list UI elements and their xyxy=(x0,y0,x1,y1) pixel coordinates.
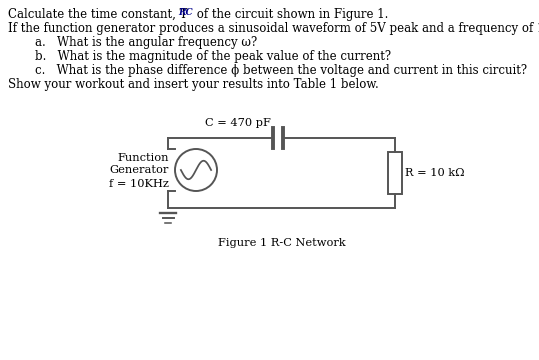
Text: Figure 1 R-C Network: Figure 1 R-C Network xyxy=(218,238,345,248)
Text: f = 10KHz: f = 10KHz xyxy=(109,179,169,189)
Text: C = 470 pF: C = 470 pF xyxy=(205,118,271,128)
Bar xyxy=(388,152,402,194)
Text: of the circuit shown in Figure 1.: of the circuit shown in Figure 1. xyxy=(193,8,389,21)
Text: a.   What is the angular frequency ω?: a. What is the angular frequency ω? xyxy=(35,36,257,49)
Text: Generator: Generator xyxy=(109,165,169,175)
Text: b.   What is the magnitude of the peak value of the current?: b. What is the magnitude of the peak val… xyxy=(35,50,391,63)
Text: If the function generator produces a sinusoidal waveform of 5V peak and a freque: If the function generator produces a sin… xyxy=(8,22,539,35)
Text: RC: RC xyxy=(178,8,192,17)
Text: Show your workout and insert your results into Table 1 below.: Show your workout and insert your result… xyxy=(8,78,379,91)
Text: c.   What is the phase difference ϕ between the voltage and current in this circ: c. What is the phase difference ϕ betwee… xyxy=(35,64,527,77)
Text: Calculate the time constant, T: Calculate the time constant, T xyxy=(8,8,188,21)
Text: R = 10 kΩ: R = 10 kΩ xyxy=(405,168,465,178)
Text: Function: Function xyxy=(118,153,169,163)
